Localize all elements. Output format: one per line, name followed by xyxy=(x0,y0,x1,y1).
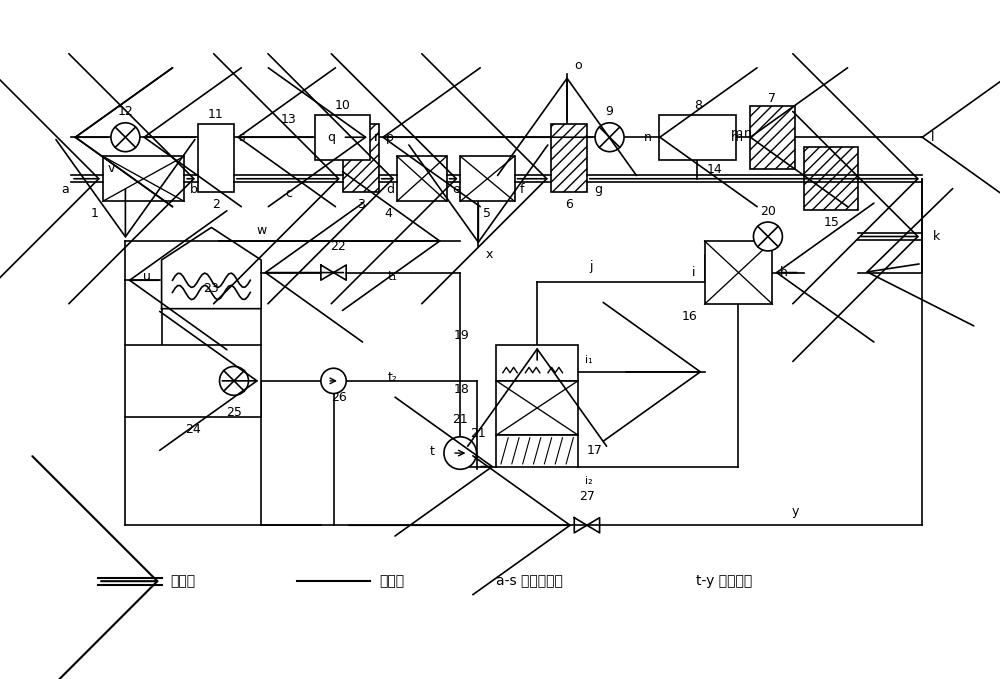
Text: n: n xyxy=(644,131,652,144)
Circle shape xyxy=(595,123,624,151)
Text: h: h xyxy=(780,266,788,279)
Text: 7: 7 xyxy=(768,92,776,105)
Text: 风管路: 风管路 xyxy=(171,574,196,588)
Text: 18: 18 xyxy=(453,384,469,397)
Text: 3: 3 xyxy=(357,198,365,211)
Text: s: s xyxy=(239,131,245,144)
Circle shape xyxy=(220,367,248,395)
Text: 21: 21 xyxy=(452,413,468,426)
Bar xyxy=(343,124,379,192)
Text: 27: 27 xyxy=(579,490,595,502)
Bar xyxy=(125,345,261,417)
Text: t-y 水状态点: t-y 水状态点 xyxy=(696,574,752,588)
Text: q: q xyxy=(327,131,335,144)
Text: 23: 23 xyxy=(203,282,219,295)
Text: 11: 11 xyxy=(208,108,224,121)
Text: k: k xyxy=(933,230,940,243)
Text: 9: 9 xyxy=(606,105,613,118)
Bar xyxy=(659,115,736,160)
Text: 19: 19 xyxy=(454,329,469,342)
Bar xyxy=(496,381,578,435)
Text: e: e xyxy=(452,183,460,196)
Text: 24: 24 xyxy=(185,423,201,436)
Text: 16: 16 xyxy=(682,310,697,323)
Text: g: g xyxy=(594,183,602,196)
Text: 水管路: 水管路 xyxy=(379,574,404,588)
Bar xyxy=(705,241,772,304)
Bar xyxy=(460,156,515,201)
Bar xyxy=(103,156,184,201)
Text: v: v xyxy=(107,162,115,175)
Bar xyxy=(397,156,447,201)
Bar xyxy=(315,115,370,160)
Text: r: r xyxy=(374,131,379,144)
Text: t: t xyxy=(430,445,435,458)
Text: 14: 14 xyxy=(706,163,722,177)
Text: 4: 4 xyxy=(384,207,392,221)
Bar xyxy=(804,147,858,210)
Text: o: o xyxy=(574,59,582,72)
Text: i₁: i₁ xyxy=(585,354,593,365)
Text: d: d xyxy=(386,183,394,196)
Text: a-s 空气状态点: a-s 空气状态点 xyxy=(496,574,563,588)
Text: 25: 25 xyxy=(226,406,242,419)
Text: p: p xyxy=(386,131,394,144)
Text: 17: 17 xyxy=(587,444,603,457)
Text: 12: 12 xyxy=(118,105,133,118)
Text: m: m xyxy=(730,131,743,144)
Text: y: y xyxy=(791,505,799,518)
Text: 10: 10 xyxy=(335,99,351,112)
Text: i: i xyxy=(692,266,696,279)
Text: 6: 6 xyxy=(565,198,573,211)
Text: l: l xyxy=(931,131,934,144)
Circle shape xyxy=(753,222,782,251)
Text: 15: 15 xyxy=(823,217,839,230)
Text: 21: 21 xyxy=(470,426,486,440)
Text: j: j xyxy=(590,259,593,272)
Text: n: n xyxy=(743,127,751,140)
Text: u: u xyxy=(143,270,151,282)
Circle shape xyxy=(444,437,477,469)
Text: x: x xyxy=(486,249,493,261)
Text: w: w xyxy=(256,223,266,237)
Text: m: m xyxy=(730,127,743,140)
Bar xyxy=(750,106,795,169)
Text: t₁: t₁ xyxy=(388,270,398,282)
Text: 2: 2 xyxy=(212,198,220,211)
Text: a: a xyxy=(62,183,69,196)
Text: 5: 5 xyxy=(483,207,491,221)
Bar xyxy=(496,435,578,466)
Text: t₂: t₂ xyxy=(388,371,398,384)
Bar xyxy=(198,124,234,192)
Circle shape xyxy=(321,368,346,394)
Text: 26: 26 xyxy=(331,390,347,403)
Text: 20: 20 xyxy=(760,205,776,218)
Text: 22: 22 xyxy=(330,240,346,253)
Bar xyxy=(551,124,587,192)
Text: b: b xyxy=(190,183,198,196)
Text: c: c xyxy=(285,187,292,200)
Bar xyxy=(496,345,578,381)
Text: 8: 8 xyxy=(694,99,702,112)
Text: f: f xyxy=(520,183,524,196)
Text: r: r xyxy=(374,131,379,144)
Text: i₂: i₂ xyxy=(585,475,593,485)
Text: 13: 13 xyxy=(280,113,296,126)
Text: 1: 1 xyxy=(90,207,98,221)
Circle shape xyxy=(111,123,140,151)
